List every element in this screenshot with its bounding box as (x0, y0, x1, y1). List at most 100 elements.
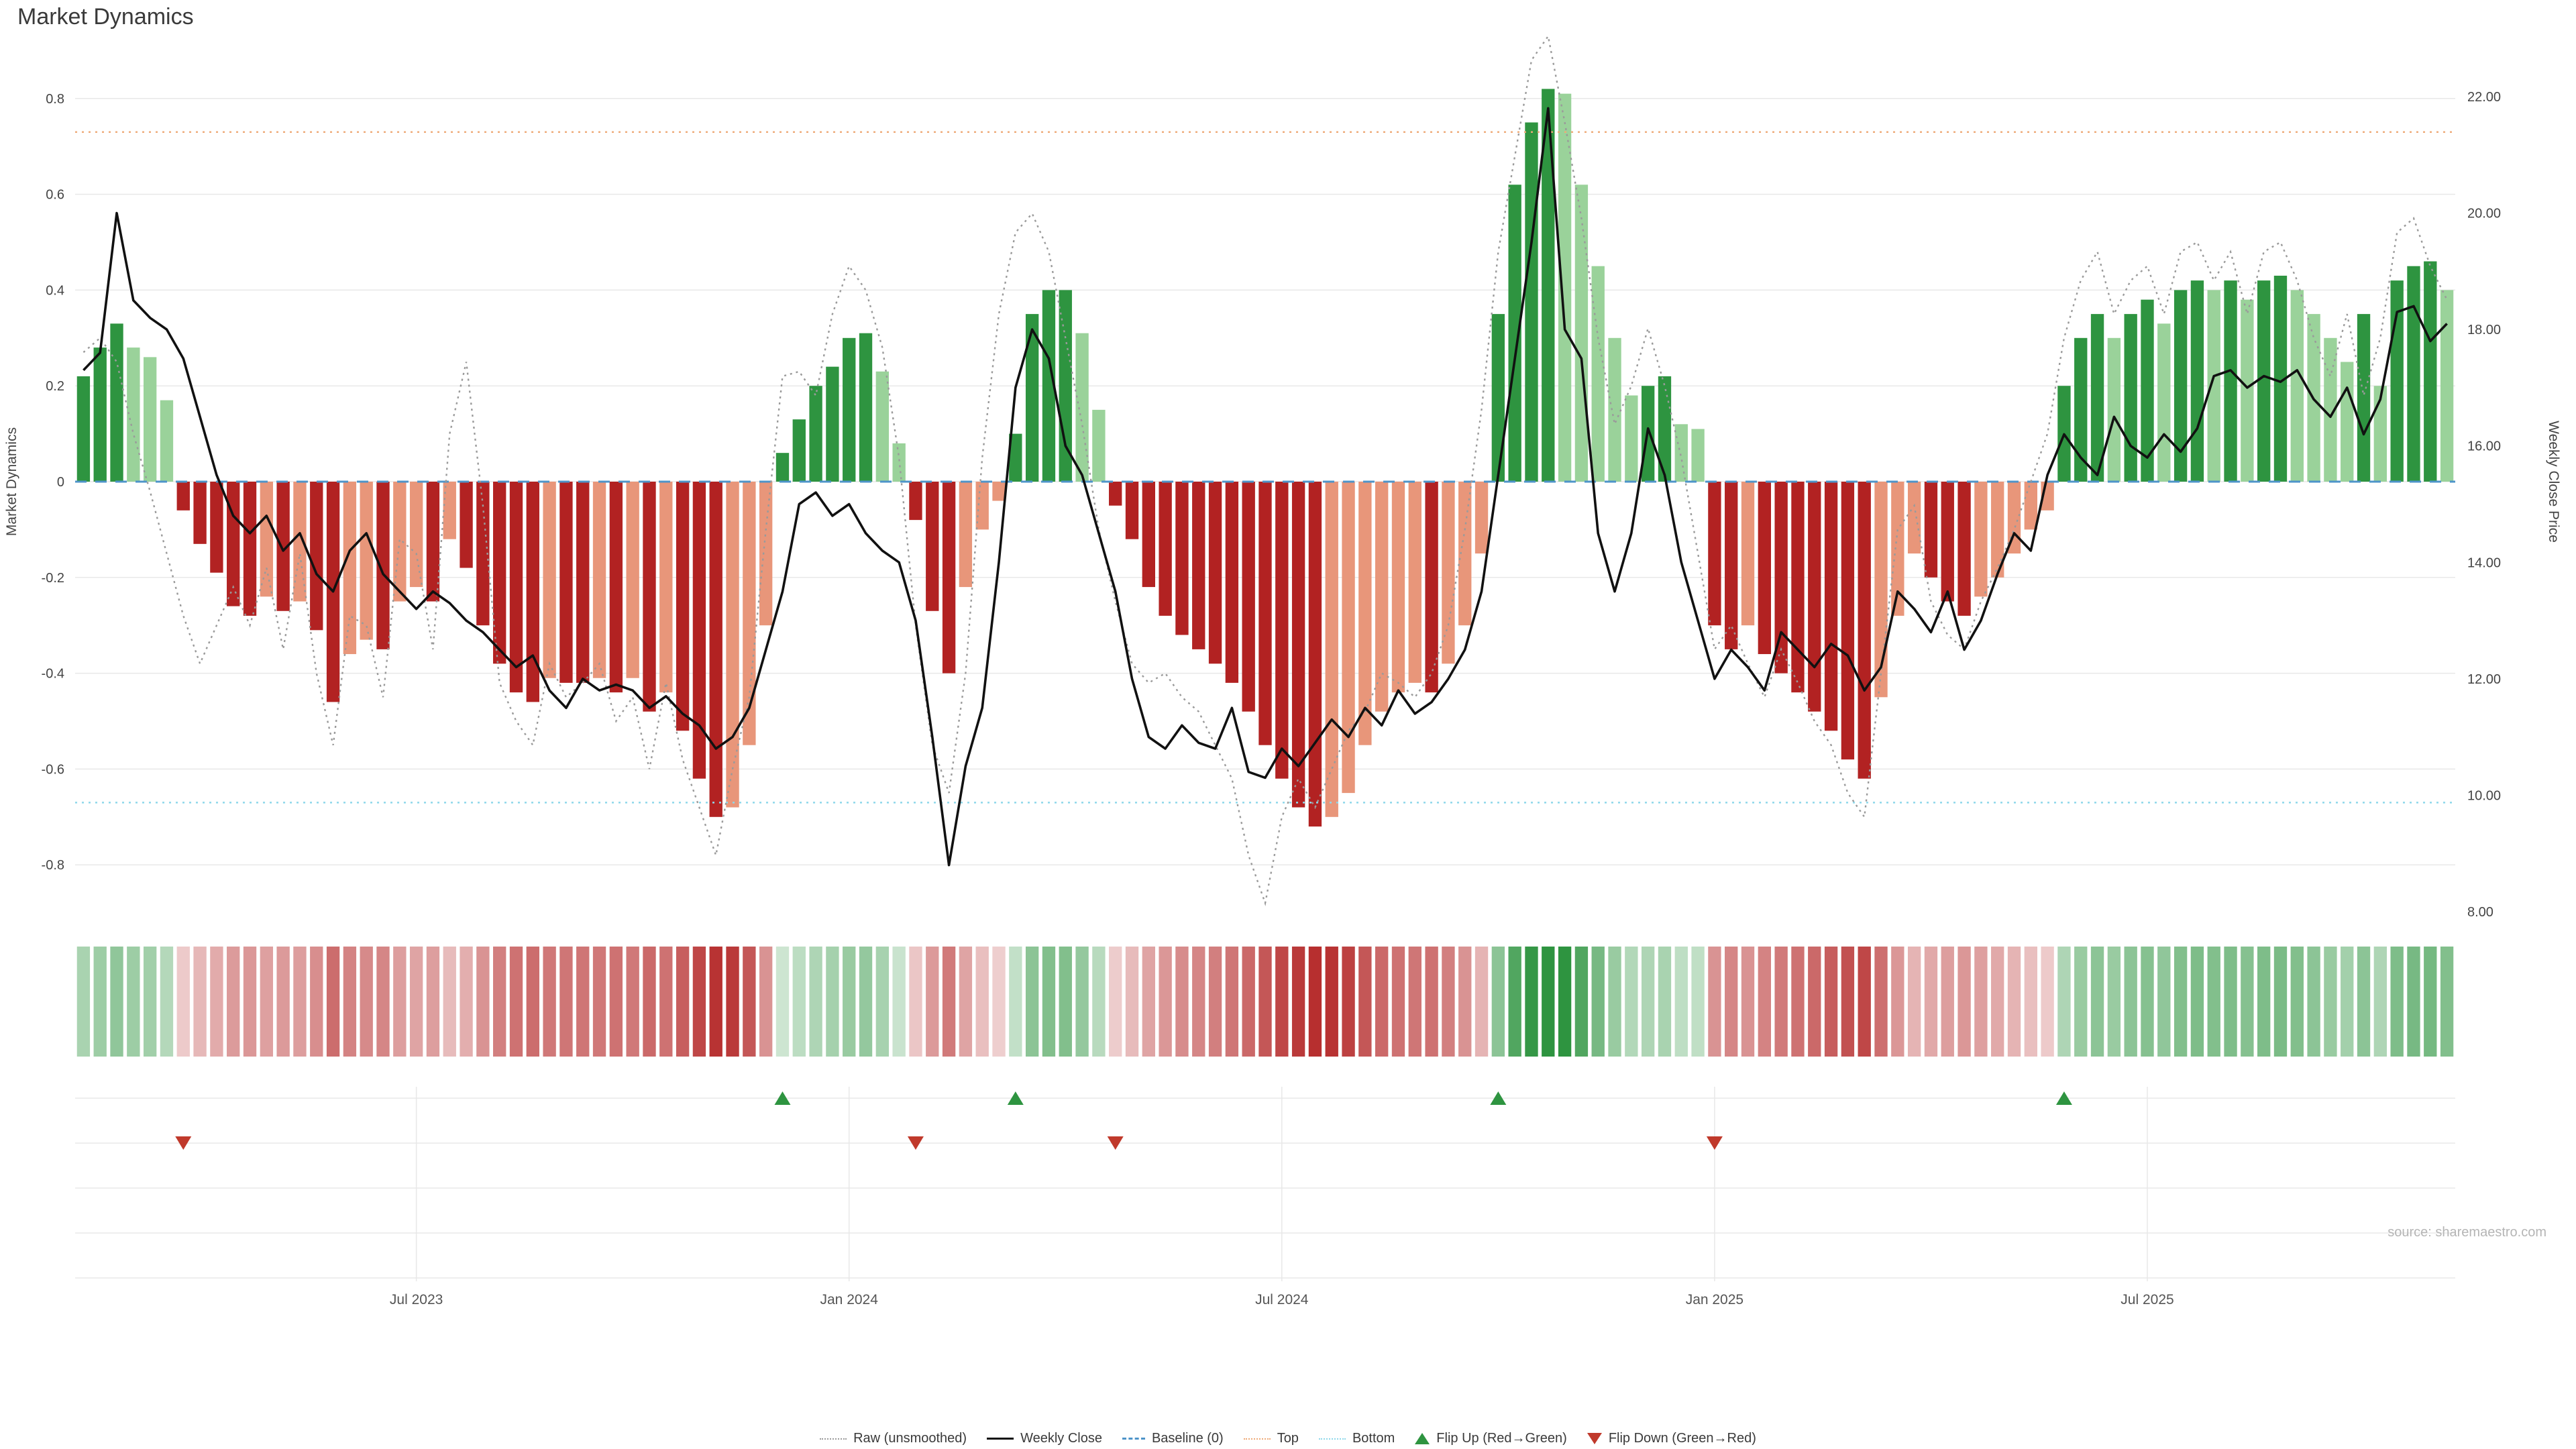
dynamics-bar (775, 453, 790, 482)
dynamics-bar (843, 337, 856, 482)
heatmap-cell (276, 947, 290, 1057)
heatmap-cell (1059, 947, 1072, 1057)
dynamics-bar (2124, 314, 2137, 482)
dynamics-bar (2141, 299, 2154, 482)
heatmap-cell (643, 947, 656, 1057)
heatmap-cell (1442, 947, 1455, 1057)
dynamics-bar (2190, 280, 2204, 482)
heatmap-cell (1242, 947, 1255, 1057)
heatmap-cell (2174, 947, 2188, 1057)
x-axis-tick: Jan 2025 (1686, 1292, 1743, 1307)
dynamics-bar (909, 482, 922, 521)
heatmap-cell (1342, 947, 1355, 1057)
heatmap-cell (1591, 947, 1605, 1057)
left-axis-tick: 0.4 (46, 283, 64, 298)
dynamics-bar (1358, 482, 1372, 745)
heatmap-cell (559, 947, 573, 1057)
heatmap-cell (1508, 947, 1521, 1057)
heatmap-cell (942, 947, 956, 1057)
dynamics-bar (1658, 376, 1672, 482)
right-axis-tick: 8.00 (2467, 905, 2493, 920)
dynamics-bar (1907, 482, 1921, 554)
dynamics-bar (227, 482, 240, 606)
dynamics-bar (609, 482, 623, 693)
right-axis-tick: 14.00 (2467, 555, 2501, 570)
dynamics-bar (1941, 482, 1954, 602)
heatmap-cell (526, 947, 539, 1057)
heatmap-cell (2024, 947, 2037, 1057)
dynamics-bar (293, 482, 307, 602)
heatmap-cell (443, 947, 456, 1057)
dynamics-bar (1159, 482, 1172, 616)
dynamics-bar (2090, 314, 2104, 482)
dynamics-bar (926, 482, 939, 611)
dynamics-bar (1042, 290, 1056, 482)
dynamics-bar (1391, 482, 1405, 693)
dynamics-bar (1425, 482, 1438, 693)
page-title: Market Dynamics (17, 4, 194, 30)
legend-label-weekly-close: Weekly Close (1020, 1431, 1102, 1446)
legend-label-baseline: Baseline (0) (1151, 1431, 1224, 1446)
heatmap-cell (2141, 947, 2154, 1057)
flip-up-marker-icon (774, 1091, 791, 1105)
dynamics-bar (2440, 290, 2454, 482)
dynamics-bar (1691, 429, 1705, 482)
legend-label-bottom: Bottom (1352, 1431, 1395, 1446)
heatmap-cell (1125, 947, 1139, 1057)
dynamics-bar (1175, 482, 1189, 635)
dynamics-bar (443, 482, 456, 539)
heatmap-cell (343, 947, 357, 1057)
heatmap-cell (959, 947, 973, 1057)
dynamics-bar (592, 482, 606, 678)
heatmap-cell (759, 947, 773, 1057)
dynamics-bar (809, 386, 822, 482)
heatmap-cell (1525, 947, 1538, 1057)
legend-item-top: Top (1243, 1431, 1299, 1446)
dynamics-bar (1708, 482, 1721, 626)
heatmap-cell (892, 947, 906, 1057)
dynamics-bar (1225, 482, 1239, 683)
dynamics-bar (1874, 482, 1888, 698)
dynamics-bar (1558, 93, 1572, 482)
heatmap-cell (1175, 947, 1189, 1057)
chart-legend: Raw (unsmoothed) Weekly Close Baseline (… (0, 1431, 2576, 1446)
heatmap-cell (393, 947, 407, 1057)
heatmap-cell (2373, 947, 2387, 1057)
flip-down-triangle-icon (1587, 1433, 1602, 1444)
heatmap-cell (2041, 947, 2054, 1057)
heatmap-cell (1542, 947, 1555, 1057)
heatmap-cell (709, 947, 722, 1057)
dynamics-bar (2074, 337, 2088, 482)
heatmap-cell (227, 947, 240, 1057)
left-axis-tick: -0.4 (42, 667, 64, 682)
heatmap-cell (2273, 947, 2288, 1057)
heatmap-cell (1258, 947, 1272, 1057)
dynamics-bar (176, 482, 190, 511)
dynamics-bar (493, 482, 506, 664)
heatmap-cell (2124, 947, 2137, 1057)
dynamics-bar (743, 482, 756, 745)
heatmap-cell (143, 947, 157, 1057)
dynamics-bar (2324, 337, 2337, 482)
heatmap-cell (1858, 947, 1871, 1057)
heatmap-cell (2190, 947, 2204, 1057)
heatmap-cell (1625, 947, 1638, 1057)
dynamics-bar (1458, 482, 1472, 626)
dynamics-bar (93, 347, 107, 482)
dynamics-bar (1991, 482, 2004, 578)
heatmap-cell (1708, 947, 1721, 1057)
heatmap-cell (2241, 947, 2254, 1057)
dynamics-bar (127, 347, 140, 482)
dynamics-bar (643, 482, 656, 712)
heatmap-cell (2290, 947, 2304, 1057)
heatmap-cell (2424, 947, 2437, 1057)
dynamics-bar (759, 482, 773, 626)
dynamics-bar (276, 482, 290, 611)
heatmap-cell (609, 947, 623, 1057)
flip-down-marker-icon (175, 1136, 192, 1150)
dynamics-bar (626, 482, 639, 678)
x-axis-tick: Jan 2024 (820, 1292, 879, 1307)
heatmap-cell (592, 947, 606, 1057)
heatmap-cell (1291, 947, 1305, 1057)
